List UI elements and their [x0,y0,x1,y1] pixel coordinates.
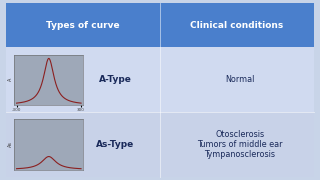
Bar [6,3,314,48]
Text: As-Type: As-Type [96,140,134,149]
Y-axis label: A: A [8,78,13,82]
Bar [160,48,314,112]
Text: Otosclerosis
Tumors of middle ear
Tympanosclerosis: Otosclerosis Tumors of middle ear Tympan… [197,130,283,159]
Bar [6,48,160,112]
Bar [6,112,160,177]
Bar [160,112,314,177]
Text: Clinical conditions: Clinical conditions [190,21,284,30]
Text: Normal: Normal [225,75,255,84]
Text: A-Type: A-Type [99,75,132,84]
Y-axis label: As: As [8,141,13,147]
Text: Types of curve: Types of curve [46,21,120,30]
